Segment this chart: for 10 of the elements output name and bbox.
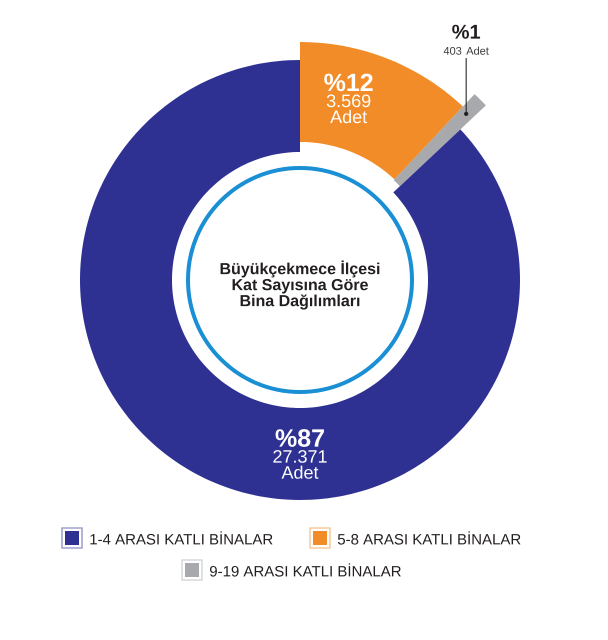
legend-label: 1-4 ARASI KATLI BİNALAR — [90, 531, 273, 545]
text: 403 Adet — [444, 46, 489, 55]
legend-label: 5-8 ARASI KATLI BİNALAR — [338, 531, 521, 545]
data-label: %87 — [276, 429, 324, 447]
text: 27.371 Adet — [273, 450, 327, 479]
legend-label: 9-19 ARASI KATLI BİNALAR — [210, 563, 401, 577]
data-label: %1 — [452, 24, 480, 39]
text: 3.569 Adet — [326, 94, 370, 124]
data-label: %12 — [324, 74, 373, 92]
text: Büyükçekmece İlçesi Kat Sayısına Göre Bina Dağılımları — [220, 260, 380, 310]
